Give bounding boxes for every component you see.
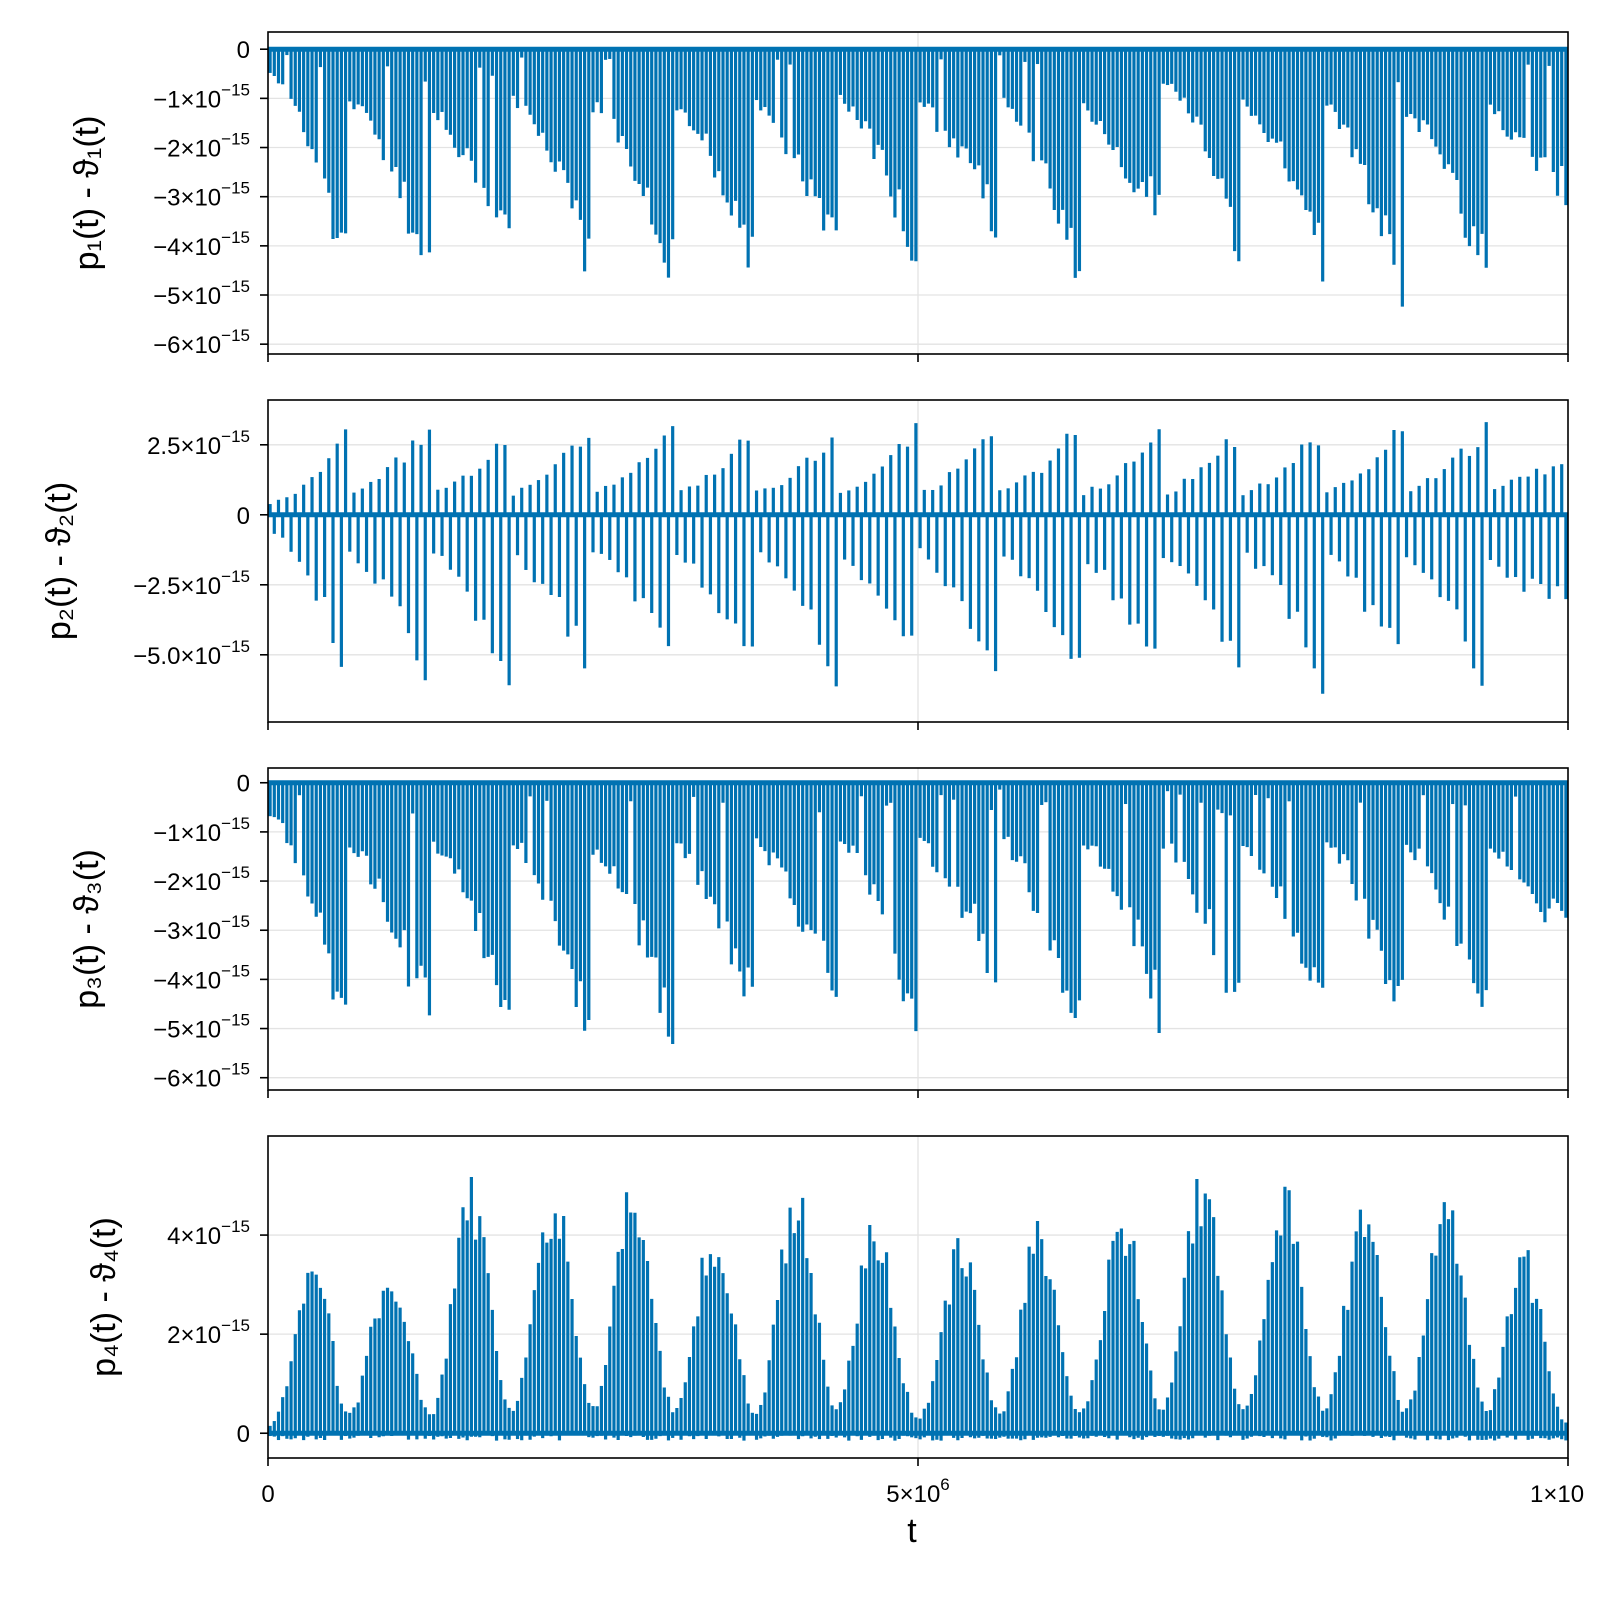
y-tick-label: −5×10−15 — [153, 1011, 250, 1044]
y-tick-label: −4×10−15 — [153, 228, 250, 261]
y-tick-label: 0 — [237, 1421, 250, 1448]
y-tick-label: −1×10−15 — [153, 80, 250, 113]
series-spikes — [268, 1176, 1568, 1441]
y-tick-label: 2×10−15 — [167, 1316, 250, 1349]
series-spikes — [268, 49, 1568, 307]
xlabel: t — [907, 1512, 917, 1550]
ylabel-3: p₃(t) - ϑ₃(t) — [68, 849, 106, 1009]
y-tick-label: −2×10−15 — [153, 863, 250, 896]
series-spikes — [268, 782, 1568, 1044]
y-tick-label: 0 — [237, 37, 250, 64]
y-tick-label: −1×10−15 — [153, 814, 250, 847]
y-tick-label: 4×10−15 — [167, 1217, 250, 1250]
y-tick-label: −2×10−15 — [153, 130, 250, 163]
x-tick-label: 0 — [261, 1481, 274, 1508]
subplot-2: 2.5×10−15 0 −2.5×10−15 −5.0×10−15 p₂(t) - ϑ… — [40, 399, 1569, 730]
y-tick-label: −2.5×10−15 — [133, 567, 250, 600]
y-tick-label: 0 — [237, 503, 250, 530]
ylabel-1: p₁(t) - ϑ₁(t) — [68, 116, 106, 271]
ylabel-4: p₄(t) - ϑ₄(t) — [85, 1217, 123, 1377]
y-tick-label: −5.0×10−15 — [133, 637, 250, 670]
x-tick-label: 1×10 — [1530, 1481, 1584, 1508]
series-spikes — [268, 422, 1568, 694]
subplot-1: 0 −1×10−15 −2×10−15 −3×10−15 −4×10−15 −5×10−1… — [68, 31, 1569, 362]
y-tick-label: −3×10−15 — [153, 912, 250, 945]
y-tick-label: 0 — [237, 771, 250, 798]
y-tick-label: −3×10−15 — [153, 179, 250, 212]
y-tick-label: −6×10−15 — [153, 326, 250, 359]
y-tick-label: −5×10−15 — [153, 277, 250, 310]
x-tick-label: 5×106 — [886, 1475, 950, 1508]
ylabel-2: p₂(t) - ϑ₂(t) — [40, 482, 78, 640]
subplot-3: 0 −1×10−15 −2×10−15 −3×10−15 −4×10−15 −5×10−1… — [68, 767, 1569, 1098]
y-tick-label: −6×10−15 — [153, 1060, 250, 1093]
y-tick-label: −4×10−15 — [153, 961, 250, 994]
y-tick-label: 2.5×10−15 — [147, 427, 250, 460]
